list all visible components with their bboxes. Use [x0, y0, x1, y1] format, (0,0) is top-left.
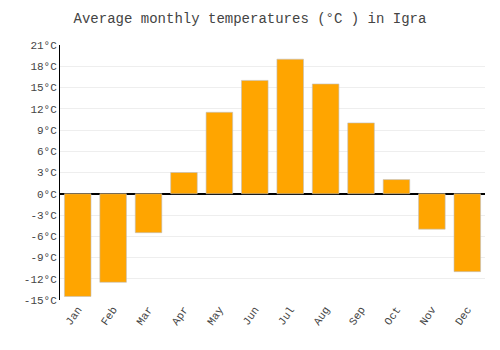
svg-text:-9°C: -9°C: [30, 252, 57, 264]
svg-text:-12°C: -12°C: [24, 274, 57, 286]
svg-text:Oct: Oct: [382, 304, 403, 327]
svg-text:Dec: Dec: [453, 304, 474, 327]
svg-text:Jun: Jun: [241, 304, 262, 327]
svg-text:Average monthly temperatures (: Average monthly temperatures (°C ) in Ig…: [74, 11, 427, 27]
svg-text:May: May: [205, 304, 226, 327]
svg-text:9°C: 9°C: [37, 125, 57, 137]
svg-text:-6°C: -6°C: [30, 231, 57, 243]
svg-text:-15°C: -15°C: [24, 295, 57, 307]
svg-text:12°C: 12°C: [30, 104, 57, 116]
svg-text:15°C: 15°C: [30, 82, 57, 94]
svg-text:3°C: 3°C: [37, 167, 57, 179]
svg-text:-3°C: -3°C: [30, 210, 57, 222]
svg-text:Mar: Mar: [134, 304, 155, 327]
svg-text:Nov: Nov: [418, 304, 439, 327]
svg-text:Sep: Sep: [347, 304, 368, 327]
svg-text:0°C: 0°C: [37, 189, 57, 201]
svg-text:Feb: Feb: [99, 304, 120, 327]
svg-text:21°C: 21°C: [30, 40, 57, 52]
svg-text:Aug: Aug: [311, 304, 332, 327]
svg-text:18°C: 18°C: [30, 61, 57, 73]
svg-text:Apr: Apr: [170, 304, 191, 327]
svg-text:Jul: Jul: [276, 304, 297, 327]
svg-text:Jan: Jan: [63, 304, 84, 327]
svg-text:6°C: 6°C: [37, 146, 57, 158]
